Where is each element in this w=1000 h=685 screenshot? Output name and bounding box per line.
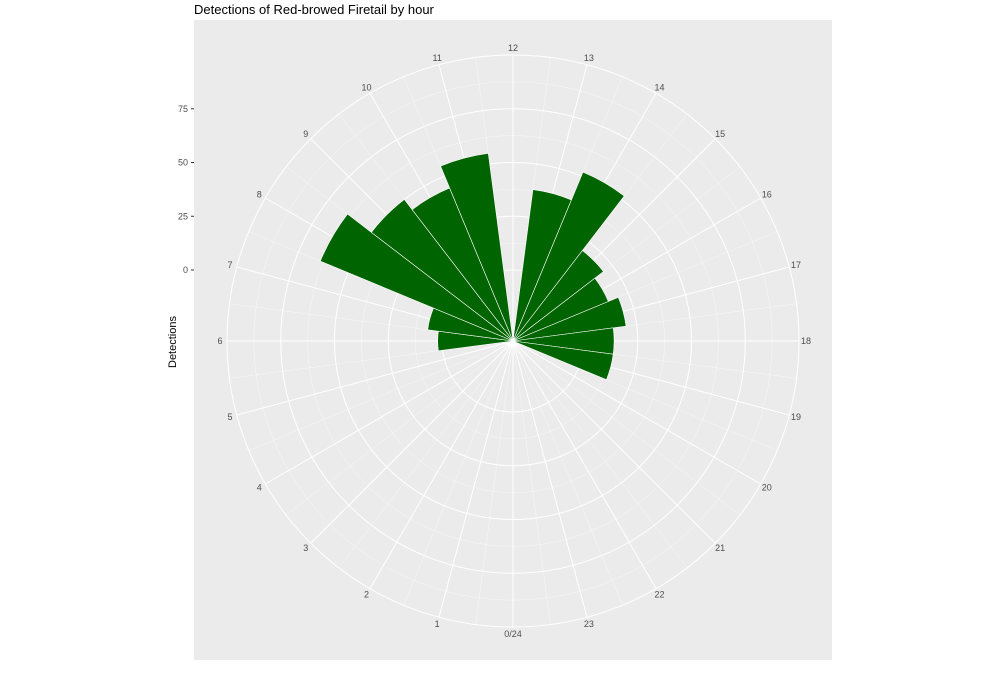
hour-label-6: 6 (217, 336, 222, 346)
hour-label-4: 4 (257, 483, 262, 493)
hour-labels: 0/24123456789101112131415161718192021222… (217, 43, 811, 639)
major-spoke (310, 340, 514, 544)
hour-label-3: 3 (303, 543, 308, 553)
bar-hour-17 (512, 296, 627, 342)
hour-label-7: 7 (227, 260, 232, 270)
hour-label-21: 21 (715, 543, 725, 553)
minor-spoke (248, 340, 514, 451)
major-spoke (512, 340, 588, 618)
hour-label-15: 15 (715, 129, 725, 139)
major-spoke (512, 340, 657, 589)
minor-spoke (512, 340, 551, 625)
bar-hour-11 (440, 153, 514, 342)
hour-label-20: 20 (762, 483, 772, 493)
minor-spoke (475, 340, 514, 625)
y-tick-label: 75 (178, 104, 188, 114)
minor-spoke (512, 340, 688, 569)
bar-hour-19 (512, 340, 614, 381)
hour-label-2: 2 (364, 590, 369, 600)
bar-hour-14 (512, 171, 625, 342)
hour-label-23: 23 (584, 619, 594, 629)
hour-label-10: 10 (361, 82, 371, 92)
y-tick-label: 0 (183, 265, 188, 275)
hour-label-12: 12 (508, 43, 518, 53)
y-axis: 0 25 50 75 (178, 104, 194, 275)
major-spoke (438, 340, 514, 618)
hour-label-0-24: 0/24 (504, 629, 522, 639)
bar-hour-8 (319, 213, 514, 342)
chart-title: Detections of Red-browed Firetail by hou… (194, 2, 434, 17)
bar-hour-9 (370, 198, 514, 342)
minor-spoke (403, 340, 514, 606)
hour-label-5: 5 (227, 412, 232, 422)
major-spoke (512, 340, 716, 544)
hour-label-11: 11 (432, 53, 441, 63)
hour-label-17: 17 (791, 260, 801, 270)
major-spoke (265, 340, 514, 485)
hour-label-1: 1 (435, 619, 440, 629)
hour-label-14: 14 (654, 82, 664, 92)
bars-group (319, 153, 627, 381)
minor-spoke (512, 340, 741, 516)
hour-label-22: 22 (654, 590, 664, 600)
y-axis-label: Detections (167, 316, 179, 368)
y-tick-label: 25 (178, 211, 188, 221)
minor-spoke (338, 340, 514, 569)
minor-spoke (512, 340, 623, 606)
y-tick-label: 50 (178, 158, 188, 168)
hour-label-9: 9 (303, 129, 308, 139)
hour-label-16: 16 (762, 190, 772, 200)
hour-label-19: 19 (791, 412, 801, 422)
hour-label-8: 8 (257, 190, 262, 200)
bar-hour-15 (512, 250, 604, 342)
major-spoke (512, 340, 761, 485)
hour-label-13: 13 (584, 53, 594, 63)
hour-label-18: 18 (801, 336, 811, 346)
major-spoke (369, 340, 514, 589)
major-spoke (236, 340, 514, 416)
minor-spoke (285, 340, 514, 516)
